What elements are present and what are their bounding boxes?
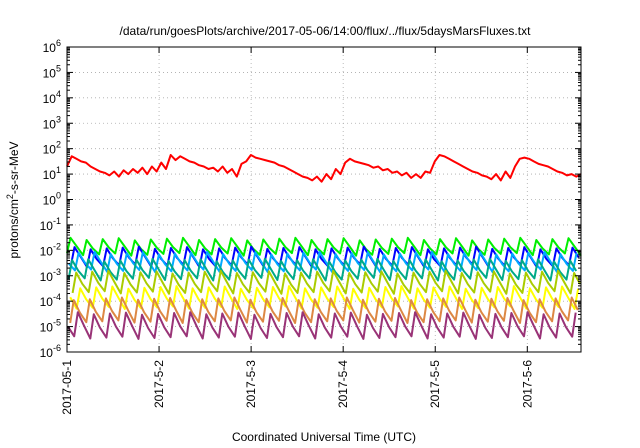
y-tick-label: 10-1 [40,216,61,233]
x-tick-label: 2017-5-2 [152,360,166,408]
grid [67,47,581,352]
y-tick-label: 10-6 [40,343,61,360]
series-line [71,269,582,295]
series-line [70,245,580,269]
y-axis-label-sup: 2 [5,194,15,199]
x-tick-label: 2017-5-6 [520,360,534,408]
y-axis: 10-6 10-5 10-4 10-3 10-2 10-1 100 101 102 103 104 1… [40,38,581,360]
series-group [66,154,582,340]
y-tick-label: 100 [43,191,61,208]
x-tick-label: 2017-5-5 [428,360,442,408]
chart-title: /data/run/goesPlots/archive/2017-05-06/1… [120,24,532,38]
x-axis: 2017-05-1 2017-5-2 2017-5-3 2017-5-4 2017-5-… [60,47,534,415]
y-axis-label-rest: -s-sr-MeV [7,141,21,194]
y-axis-label: protons/cm2-s-sr-MeV [5,141,21,258]
y-tick-label: 106 [43,38,61,55]
y-tick-label: 103 [43,114,61,131]
series-line [66,154,582,183]
y-tick-label: 10-5 [40,318,61,335]
series-line [67,257,578,282]
y-tick-label: 101 [43,165,61,182]
y-tick-label: 105 [43,63,61,80]
y-tick-label: 102 [43,140,61,157]
series-line [67,250,578,274]
series-line [69,285,580,310]
series-line [69,296,579,324]
x-tick-label: 2017-5-4 [336,360,350,408]
series-line [66,311,577,340]
y-tick-label: 10-3 [40,267,61,284]
series-line [66,236,582,257]
x-tick-label: 2017-5-3 [244,360,258,408]
plot-frame [66,46,582,353]
x-axis-label: Coordinated Universal Time (UTC) [232,430,416,444]
y-tick-label: 104 [43,89,61,106]
y-tick-label: 10-2 [40,241,61,258]
x-tick-label: 2017-05-1 [60,360,74,415]
y-tick-label: 10-4 [40,292,61,309]
y-axis-label-base: protons/cm [7,199,21,258]
